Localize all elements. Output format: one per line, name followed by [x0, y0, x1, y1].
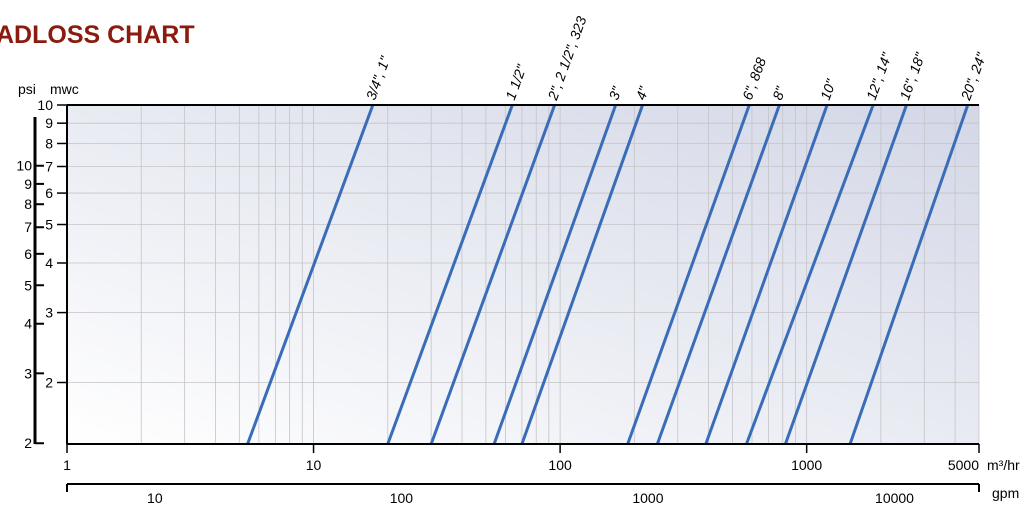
line-label: 4" — [632, 84, 652, 102]
mwc-tick-label: 5 — [45, 217, 53, 233]
chart-title: ADLOSS CHART — [0, 21, 195, 49]
headloss-line — [386, 104, 514, 445]
headloss-line — [626, 104, 751, 445]
headloss-line — [246, 104, 375, 445]
mwc-tick-label: 10 — [37, 97, 53, 113]
headloss-line — [520, 104, 644, 445]
headloss-line — [745, 104, 875, 445]
headloss-line — [492, 104, 618, 445]
headloss-line — [704, 104, 829, 445]
line-label: 8" — [769, 84, 789, 102]
mwc-tick-label: 3 — [45, 305, 53, 321]
x-tick-label: 100 — [548, 457, 572, 473]
headloss-line — [784, 104, 908, 445]
mwc-tick-label: 2 — [45, 375, 53, 391]
line-label: 2", 2 1/2", 323 — [544, 14, 589, 103]
headloss-line — [429, 104, 557, 445]
psi-tick-label: 6 — [24, 246, 32, 262]
line-label: 20", 24" — [957, 50, 989, 103]
psi-tick-label: 5 — [24, 277, 32, 293]
mwc-tick-label: 8 — [45, 135, 53, 151]
psi-tick-label: 10 — [16, 158, 32, 174]
line-label: 3" — [605, 84, 625, 102]
psi-axis-label: psi — [18, 81, 36, 97]
line-label: 6", 868 — [739, 55, 769, 102]
psi-tick-label: 3 — [24, 365, 32, 381]
gpm-axis-label: gpm — [992, 485, 1019, 501]
line-label: 1 1/2" — [502, 62, 530, 102]
psi-tick-label: 9 — [24, 176, 32, 192]
psi-tick-label: 4 — [24, 316, 32, 332]
x-tick-label: 10 — [306, 457, 322, 473]
gpm-tick-label: 10000 — [875, 490, 914, 506]
mwc-tick-label: 9 — [45, 115, 53, 131]
m3hr-axis-label: m³/hr — [987, 457, 1020, 473]
x-tick-label: 1000 — [791, 457, 822, 473]
mwc-tick-label: 4 — [45, 255, 53, 271]
gpm-tick-label: 10 — [147, 490, 163, 506]
mwc-tick-label: 7 — [45, 158, 53, 174]
plot-area — [67, 105, 979, 444]
x-tick-label: 5000 — [948, 457, 979, 473]
mwc-tick-label: 6 — [45, 185, 53, 201]
line-labels: 3/4", 1" 1 1/2" 2", 2 1/2", 323 3" 4" 6", 868… — [363, 14, 990, 103]
line-label: 16", 18" — [896, 50, 928, 102]
headloss-lines — [246, 104, 970, 445]
line-label: 10" — [817, 76, 839, 102]
gpm-tick-label: 100 — [390, 490, 414, 506]
line-label: 12", 14" — [863, 50, 895, 102]
gpm-tick-label: 1000 — [632, 490, 663, 506]
headloss-line — [655, 104, 781, 445]
line-label: 3/4", 1" — [363, 53, 394, 102]
x-tick-label: 1 — [63, 457, 71, 473]
headloss-line — [848, 104, 970, 445]
psi-tick-label: 8 — [24, 196, 32, 212]
psi-tick-label: 2 — [24, 435, 32, 451]
psi-tick-label: 7 — [24, 219, 32, 235]
mwc-axis-label: mwc — [50, 81, 79, 97]
